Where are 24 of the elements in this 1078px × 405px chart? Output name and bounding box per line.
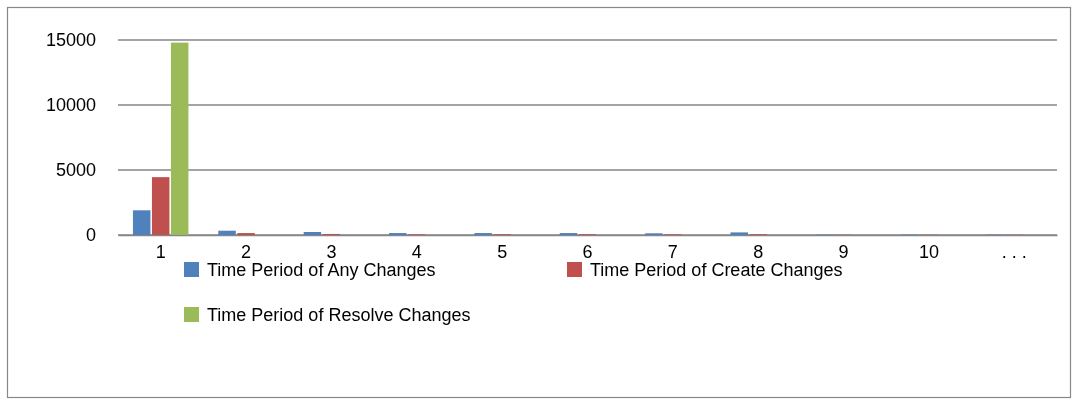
bar: [218, 230, 236, 235]
legend-label: Time Period of Any Changes: [207, 260, 436, 281]
bar: [303, 232, 322, 235]
x-tick-label: . . .: [1001, 241, 1027, 262]
x-tick-label: 3: [326, 241, 337, 262]
x-tick-label: 6: [582, 241, 593, 262]
bar: [730, 232, 748, 235]
x-tick-label: 2: [241, 241, 252, 262]
x-tick-label: 7: [667, 241, 678, 262]
x-tick-label: 1: [155, 241, 166, 262]
x-tick-label: 10: [918, 241, 939, 262]
bar: [151, 177, 170, 235]
y-tick-label: 15000: [45, 30, 96, 51]
legend-label: Time Period of Resolve Changes: [207, 305, 471, 326]
x-tick-label: 9: [838, 241, 849, 262]
bar: [170, 42, 189, 235]
x-tick-label: 8: [753, 241, 764, 262]
legend-label: Time Period of Create Changes: [590, 260, 843, 281]
y-tick-label: 10000: [45, 95, 96, 116]
bar: [132, 210, 151, 235]
x-tick-label: 4: [411, 241, 422, 262]
y-tick-label: 5000: [55, 160, 96, 181]
x-tick-label: 5: [497, 241, 508, 262]
y-tick-label: 0: [85, 225, 96, 246]
